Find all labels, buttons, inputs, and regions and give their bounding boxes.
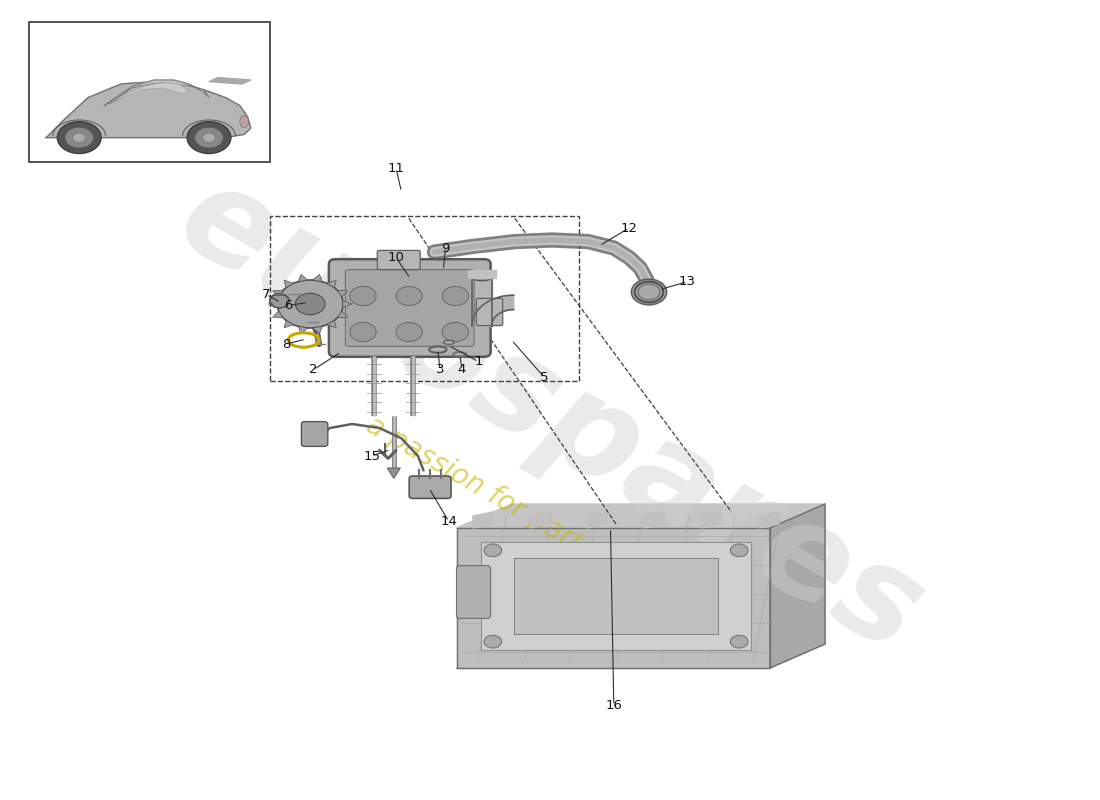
Polygon shape (587, 512, 607, 528)
Polygon shape (327, 320, 337, 328)
Polygon shape (327, 280, 337, 288)
FancyBboxPatch shape (481, 542, 751, 650)
FancyBboxPatch shape (476, 298, 503, 326)
Circle shape (295, 293, 326, 314)
Polygon shape (387, 468, 400, 478)
Polygon shape (284, 280, 294, 288)
Polygon shape (456, 644, 825, 668)
FancyBboxPatch shape (409, 476, 451, 498)
Circle shape (730, 635, 748, 648)
Circle shape (396, 286, 422, 306)
Circle shape (65, 127, 94, 148)
FancyBboxPatch shape (345, 270, 474, 346)
Text: 6: 6 (284, 299, 293, 312)
Circle shape (202, 133, 216, 142)
Text: 5: 5 (540, 371, 549, 384)
Polygon shape (472, 295, 514, 326)
Circle shape (57, 122, 101, 154)
Text: 15: 15 (363, 450, 381, 462)
Text: 9: 9 (441, 242, 450, 254)
Ellipse shape (443, 341, 454, 344)
Polygon shape (298, 326, 308, 334)
Polygon shape (770, 504, 825, 668)
Polygon shape (268, 301, 277, 307)
Circle shape (350, 286, 376, 306)
Text: a passion for parts since 1985: a passion for parts since 1985 (361, 411, 739, 645)
FancyBboxPatch shape (329, 259, 491, 357)
Text: 12: 12 (620, 222, 638, 234)
Text: 7: 7 (262, 288, 271, 301)
Polygon shape (456, 504, 825, 528)
Circle shape (442, 322, 469, 342)
Circle shape (730, 544, 748, 557)
Circle shape (350, 322, 376, 342)
Polygon shape (312, 326, 322, 334)
Text: 3: 3 (436, 363, 444, 376)
Circle shape (396, 322, 422, 342)
FancyBboxPatch shape (29, 22, 270, 162)
FancyBboxPatch shape (301, 422, 328, 446)
Text: 8: 8 (282, 338, 290, 350)
Text: 11: 11 (387, 162, 405, 174)
Circle shape (270, 294, 289, 308)
Polygon shape (343, 301, 352, 307)
Polygon shape (645, 512, 664, 528)
Circle shape (195, 127, 223, 148)
Text: 4: 4 (458, 363, 466, 376)
Polygon shape (473, 512, 493, 528)
Circle shape (484, 635, 502, 648)
Circle shape (277, 280, 343, 328)
Polygon shape (298, 274, 308, 282)
Polygon shape (468, 270, 496, 278)
Text: 1: 1 (474, 355, 483, 368)
FancyBboxPatch shape (514, 558, 718, 634)
Polygon shape (273, 311, 283, 318)
Circle shape (73, 133, 86, 142)
Polygon shape (456, 528, 770, 668)
Circle shape (484, 544, 502, 557)
Polygon shape (530, 512, 550, 528)
Ellipse shape (472, 274, 492, 281)
Circle shape (631, 279, 667, 305)
Text: 16: 16 (605, 699, 623, 712)
FancyBboxPatch shape (456, 566, 491, 618)
Polygon shape (273, 290, 283, 297)
Polygon shape (472, 278, 492, 326)
Circle shape (187, 122, 231, 154)
Text: 2: 2 (309, 363, 318, 376)
Polygon shape (338, 311, 348, 318)
Ellipse shape (240, 115, 249, 127)
Polygon shape (338, 290, 348, 297)
Text: 13: 13 (679, 275, 696, 288)
Polygon shape (46, 82, 251, 138)
Polygon shape (209, 78, 251, 84)
Circle shape (442, 286, 469, 306)
Polygon shape (702, 512, 722, 528)
Text: 10: 10 (387, 251, 405, 264)
Text: 14: 14 (440, 515, 458, 528)
Polygon shape (110, 82, 189, 104)
Polygon shape (104, 80, 209, 106)
Polygon shape (284, 320, 294, 328)
Polygon shape (312, 274, 322, 282)
Text: eurospares: eurospares (157, 152, 943, 680)
Polygon shape (759, 512, 779, 528)
FancyBboxPatch shape (377, 250, 420, 270)
